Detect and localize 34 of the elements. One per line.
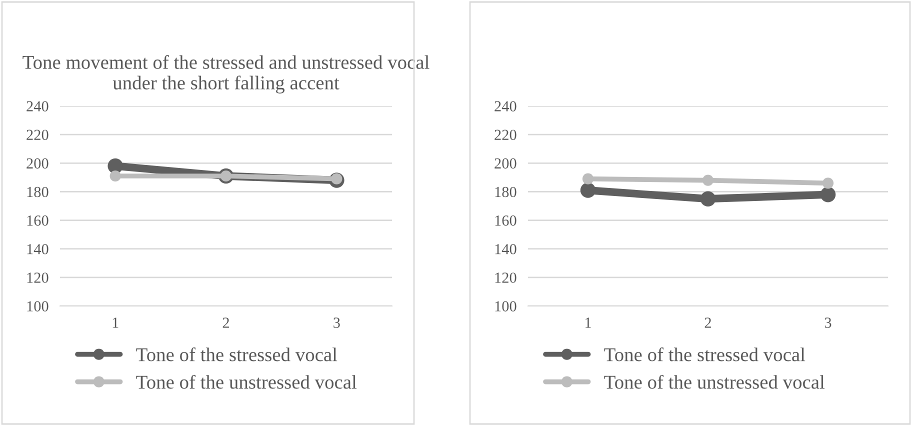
y-tick-label: 220 xyxy=(26,130,48,140)
y-tick-label: 180 xyxy=(495,186,516,198)
y-tick-label: 120 xyxy=(27,272,48,283)
x-tick-label: 2 xyxy=(222,318,229,328)
y-tick-label: 100 xyxy=(27,301,48,312)
legend-label: Tone of the unstressed vocal xyxy=(136,374,357,389)
point xyxy=(110,170,121,182)
chart-title: Tone movement of the stressed and unstressed vocal under the short falling accent xyxy=(22,55,430,94)
point xyxy=(580,182,596,198)
legend-label: Tone of the stressed vocal xyxy=(604,347,806,362)
y-tick-label: 140 xyxy=(27,244,48,254)
y-tick-label: 220 xyxy=(494,130,516,140)
point xyxy=(700,191,716,206)
y-tick-label: 240 xyxy=(494,101,516,112)
x-tick-label: 1 xyxy=(586,318,591,328)
y-tick-label: 180 xyxy=(27,186,48,198)
legend-label: Tone of the stressed vocal xyxy=(136,347,338,362)
y-tick-label: 200 xyxy=(26,158,48,169)
y-tick-label: 140 xyxy=(495,244,516,254)
x-tick-label: 3 xyxy=(334,318,340,328)
legend-label: Tone of the unstressed vocal xyxy=(604,374,825,389)
y-tick-label: 160 xyxy=(495,215,516,226)
point xyxy=(822,178,834,189)
y-tick-label: 120 xyxy=(495,272,516,283)
x-tick-label: 1 xyxy=(112,318,118,328)
y-tick-label: 200 xyxy=(494,158,516,169)
y-tick-label: 160 xyxy=(27,215,48,226)
x-tick-label: 2 xyxy=(704,318,711,328)
y-tick-label: 240 xyxy=(26,101,48,112)
x-tick-label: 3 xyxy=(824,318,832,328)
point xyxy=(582,173,594,184)
point xyxy=(820,186,836,202)
point xyxy=(702,174,714,186)
y-tick-label: 100 xyxy=(495,301,516,312)
